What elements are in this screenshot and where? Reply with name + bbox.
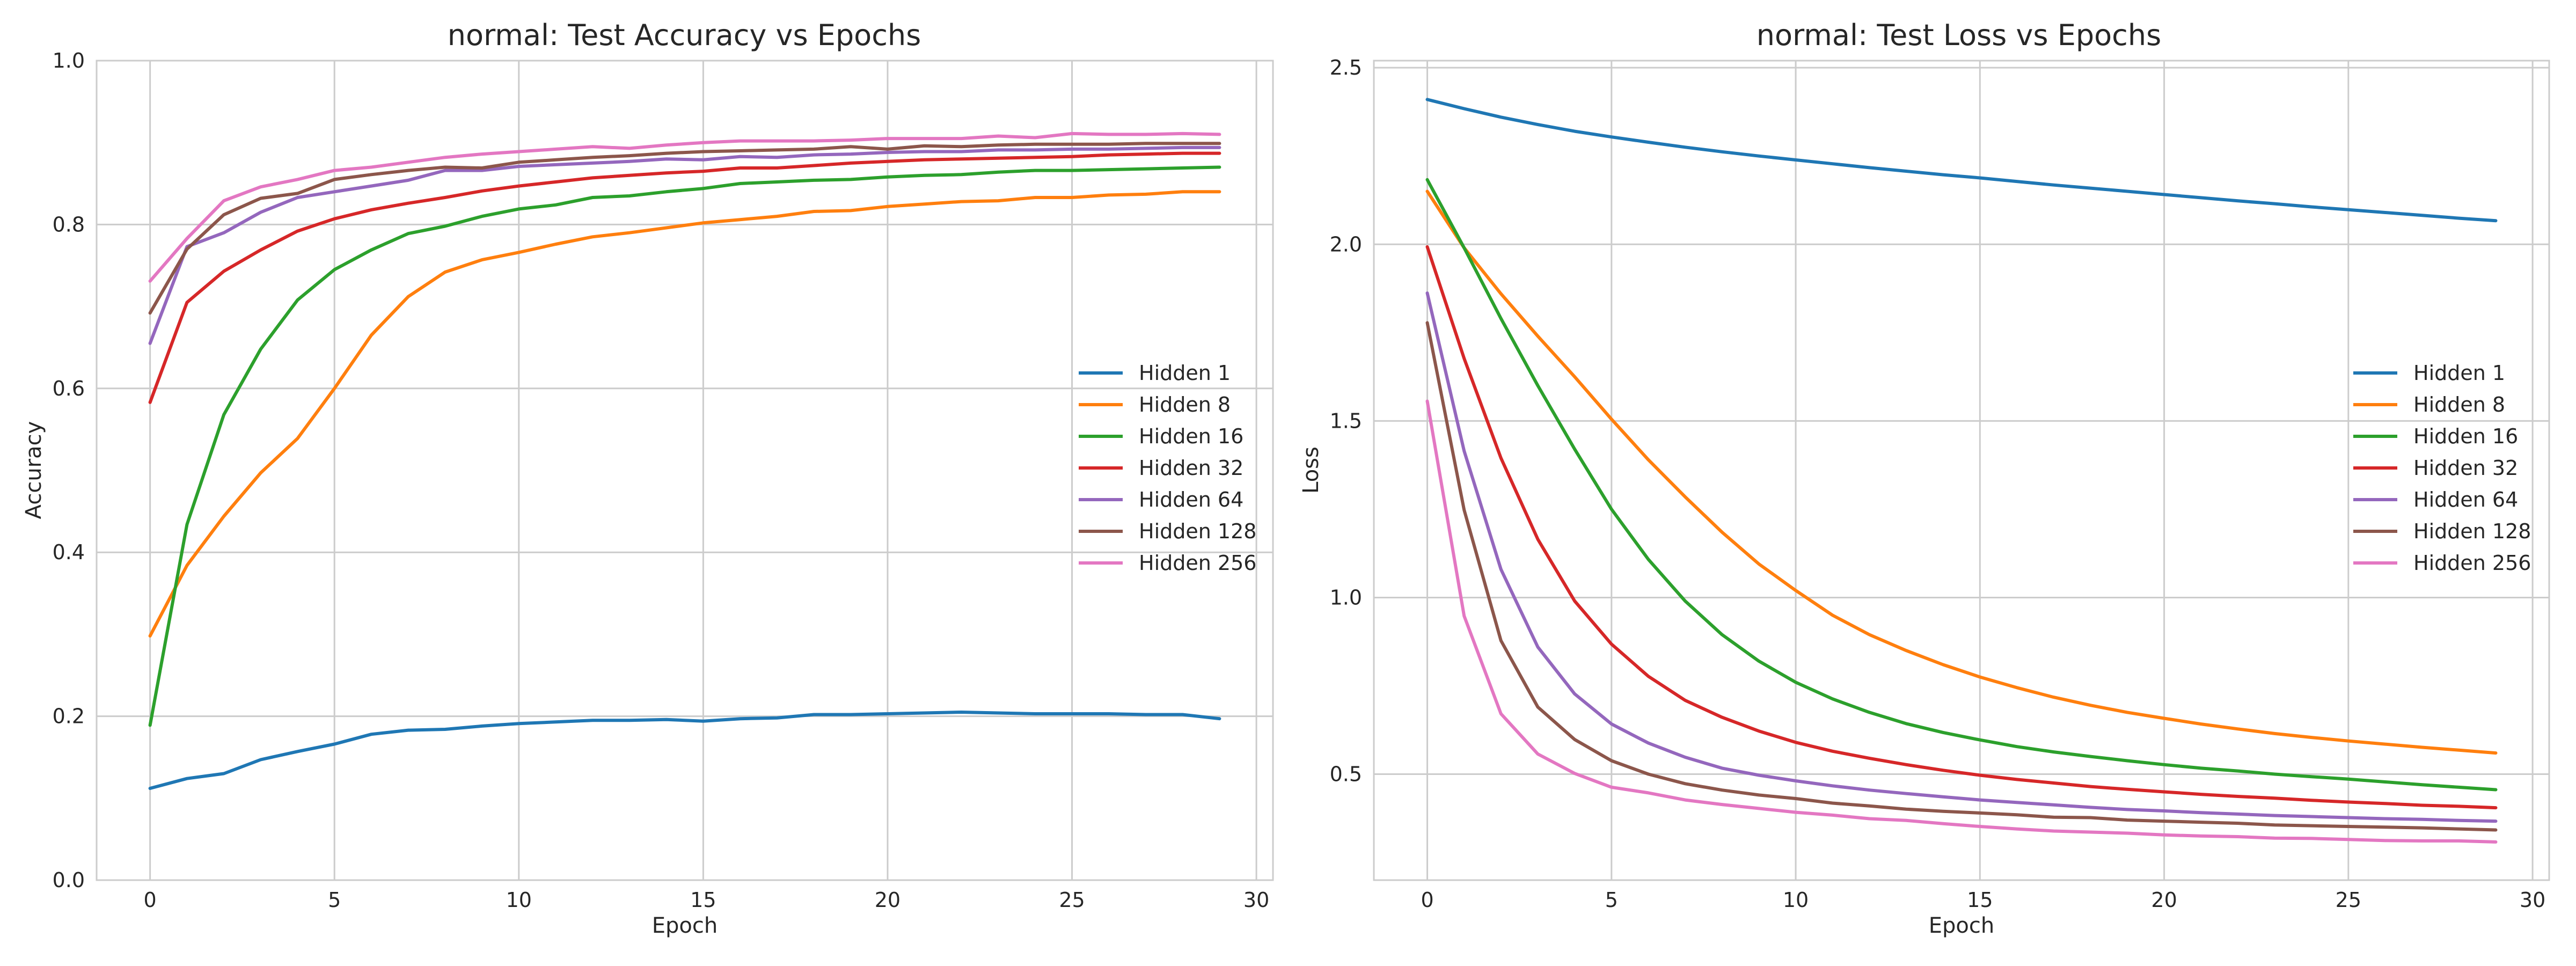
loss-series-line-hidden-128 xyxy=(1425,321,2498,832)
accuracy-series-line-hidden-64 xyxy=(148,145,1221,345)
accuracy-x-tick-label: 5 xyxy=(328,888,341,912)
loss-legend-label-hidden-1: Hidden 1 xyxy=(2413,361,2505,385)
loss-plot-frame xyxy=(1373,60,2550,881)
loss-legend: Hidden 1 Hidden 8 Hidden 16 Hidden 32 Hidden… xyxy=(2353,361,2531,575)
accuracy-legend-label-hidden-1: Hidden 1 xyxy=(1139,361,1231,385)
accuracy-legend: Hidden 1 Hidden 8 Hidden 16 Hidden 32 Hidden… xyxy=(1079,361,1256,575)
loss-x-tick-label: 20 xyxy=(2151,888,2177,912)
accuracy-x-tick-label: 10 xyxy=(506,888,532,912)
loss-x-tick-label: 10 xyxy=(1783,888,1809,912)
accuracy-series-line-hidden-128 xyxy=(148,142,1221,315)
accuracy-series-line-hidden-16 xyxy=(148,165,1221,727)
accuracy-series-line-hidden-32 xyxy=(148,151,1221,404)
accuracy-y-tick-label: 0.6 xyxy=(53,377,85,400)
accuracy-legend-label-hidden-32: Hidden 32 xyxy=(1139,456,1243,480)
loss-y-tick-label: 2.5 xyxy=(1330,56,1362,79)
loss-series-line-hidden-8 xyxy=(1425,189,2498,755)
accuracy-x-tick-label: 20 xyxy=(875,888,901,912)
loss-legend-label-hidden-64: Hidden 64 xyxy=(2413,488,2518,511)
loss-series-line-hidden-256 xyxy=(1425,399,2498,844)
loss-x-tick-label: 5 xyxy=(1605,888,1618,912)
loss-y-ticks: 0.5 1.0 1.5 2.0 2.5 xyxy=(1330,56,1362,786)
accuracy-plot-frame xyxy=(96,60,1274,881)
loss-x-tick-label: 15 xyxy=(1967,888,1993,912)
accuracy-y-axis-label: Accuracy xyxy=(21,421,46,519)
accuracy-x-tick-label: 0 xyxy=(144,888,157,912)
accuracy-y-ticks: 0.0 0.2 0.4 0.6 0.8 1.0 xyxy=(53,49,85,892)
loss-legend-label-hidden-128: Hidden 128 xyxy=(2413,519,2531,543)
loss-series-line-hidden-32 xyxy=(1425,245,2498,810)
accuracy-legend-label-hidden-256: Hidden 256 xyxy=(1139,551,1256,575)
loss-y-tick-label: 1.5 xyxy=(1330,409,1362,433)
accuracy-y-tick-label: 0.2 xyxy=(53,705,85,728)
loss-x-axis-label: Epoch xyxy=(1929,913,1994,938)
accuracy-series-line-hidden-256 xyxy=(148,131,1221,283)
loss-y-tick-label: 0.5 xyxy=(1330,763,1362,786)
accuracy-legend-label-hidden-16: Hidden 16 xyxy=(1139,425,1243,448)
accuracy-x-tick-label: 15 xyxy=(690,888,716,912)
loss-x-ticks: 0 5 10 15 20 25 30 xyxy=(1421,888,2545,912)
loss-chart-title: normal: Test Loss vs Epochs xyxy=(1757,18,2161,52)
loss-x-tick-label: 0 xyxy=(1421,888,1433,912)
loss-legend-label-hidden-8: Hidden 8 xyxy=(2413,393,2505,416)
accuracy-x-ticks: 0 5 10 15 20 25 30 xyxy=(144,888,1270,912)
loss-legend-label-hidden-256: Hidden 256 xyxy=(2413,551,2531,575)
loss-legend-label-hidden-32: Hidden 32 xyxy=(2413,456,2518,480)
loss-x-tick-label: 25 xyxy=(2336,888,2361,912)
accuracy-x-tick-label: 25 xyxy=(1059,888,1085,912)
loss-x-tick-label: 30 xyxy=(2520,888,2545,912)
accuracy-legend-label-hidden-64: Hidden 64 xyxy=(1139,488,1243,511)
accuracy-legend-label-hidden-8: Hidden 8 xyxy=(1139,393,1231,416)
accuracy-y-tick-label: 0.4 xyxy=(53,540,85,564)
loss-chart: normal: Test Loss vs Epochs 0 5 10 15 20 25 30… xyxy=(1299,18,2550,938)
accuracy-chart-title: normal: Test Accuracy vs Epochs xyxy=(448,18,921,52)
accuracy-series-line-hidden-8 xyxy=(148,190,1221,638)
loss-y-axis-label: Loss xyxy=(1299,447,1323,494)
accuracy-lines xyxy=(148,131,1221,790)
loss-series-line-hidden-64 xyxy=(1425,291,2498,823)
loss-series-line-hidden-1 xyxy=(1425,98,2498,223)
accuracy-y-tick-label: 1.0 xyxy=(53,49,85,72)
accuracy-chart: normal: Test Accuracy vs Epochs 0 5 10 15 20… xyxy=(21,18,1274,938)
loss-y-tick-label: 2.0 xyxy=(1330,232,1362,256)
accuracy-series-line-hidden-1 xyxy=(148,711,1221,790)
loss-y-tick-label: 1.0 xyxy=(1330,586,1362,609)
accuracy-x-axis-label: Epoch xyxy=(652,913,718,938)
accuracy-x-tick-label: 30 xyxy=(1243,888,1269,912)
accuracy-legend-label-hidden-128: Hidden 128 xyxy=(1139,519,1256,543)
loss-lines xyxy=(1425,98,2498,844)
accuracy-y-tick-label: 0.0 xyxy=(53,868,85,892)
loss-series-line-hidden-16 xyxy=(1425,178,2498,792)
accuracy-y-tick-label: 0.8 xyxy=(53,213,85,236)
loss-legend-label-hidden-16: Hidden 16 xyxy=(2413,425,2518,448)
